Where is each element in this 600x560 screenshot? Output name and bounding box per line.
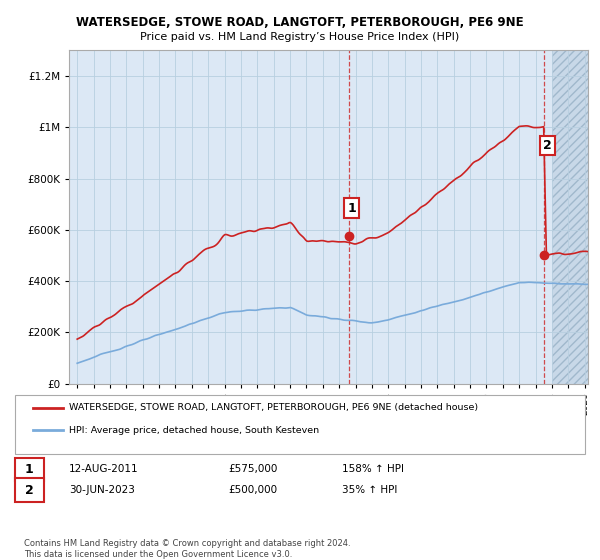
Text: 2: 2: [542, 139, 551, 152]
Text: 1: 1: [25, 463, 34, 476]
Text: WATERSEDGE, STOWE ROAD, LANGTOFT, PETERBOROUGH, PE6 9NE: WATERSEDGE, STOWE ROAD, LANGTOFT, PETERB…: [76, 16, 524, 29]
Text: HPI: Average price, detached house, South Kesteven: HPI: Average price, detached house, Sout…: [69, 426, 319, 435]
Text: 1: 1: [347, 202, 356, 214]
Text: £500,000: £500,000: [228, 485, 277, 495]
Text: 12-AUG-2011: 12-AUG-2011: [69, 464, 139, 474]
Text: Price paid vs. HM Land Registry’s House Price Index (HPI): Price paid vs. HM Land Registry’s House …: [140, 32, 460, 43]
Bar: [552, 50, 600, 384]
Text: £575,000: £575,000: [228, 464, 277, 474]
Text: Contains HM Land Registry data © Crown copyright and database right 2024.
This d: Contains HM Land Registry data © Crown c…: [24, 539, 350, 559]
Text: 35% ↑ HPI: 35% ↑ HPI: [342, 485, 397, 495]
Text: WATERSEDGE, STOWE ROAD, LANGTOFT, PETERBOROUGH, PE6 9NE (detached house): WATERSEDGE, STOWE ROAD, LANGTOFT, PETERB…: [69, 403, 478, 412]
Text: 158% ↑ HPI: 158% ↑ HPI: [342, 464, 404, 474]
Text: 30-JUN-2023: 30-JUN-2023: [69, 485, 135, 495]
Text: 2: 2: [25, 483, 34, 497]
